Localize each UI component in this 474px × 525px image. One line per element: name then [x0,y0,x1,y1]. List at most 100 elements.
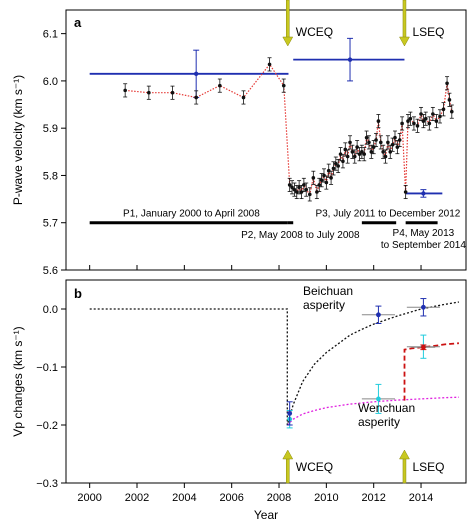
x-tick-label: 2006 [219,492,243,504]
velocity-point [294,190,299,194]
velocity-point [390,142,395,147]
y-tick-label-b: −0.1 [36,362,58,374]
event-label-b-1: LSEQ [412,460,444,474]
event-arrow-a-1-head [399,36,410,47]
x-tick-label: 2014 [409,492,433,504]
velocity-point [311,176,316,180]
velocity-point [408,116,413,121]
y-tick-label-b: −0.3 [36,478,58,490]
velocity-point [147,90,151,95]
velocity-point [434,119,439,123]
x-axis-label: Year [254,508,278,522]
velocity-point [315,190,319,194]
velocity-point [304,187,309,192]
event-arrow-b-1-shaft [402,457,407,484]
velocity-point [378,140,383,145]
velocity-point [299,190,304,194]
period-label-p4: P4, May 2013 to September 2014 [381,228,466,251]
velocity-point [329,176,333,180]
velocity-point [400,121,404,126]
velocity-point [267,62,272,67]
velocity-point [287,183,292,187]
velocity-point [334,161,338,166]
velocity-point [386,140,390,145]
velocity-point [322,173,326,178]
velocity-point [352,154,357,159]
lseq-recovery-curve [403,342,459,401]
velocity-point [241,95,246,100]
velocity-point [393,135,397,140]
velocity-point [326,168,331,173]
velocity-point [441,107,446,112]
velocity-point [383,154,388,159]
panel-label-b: b [74,286,82,301]
y-tick-label-a: 5.8 [43,170,58,182]
period-mean-point [421,191,426,196]
velocity-point [415,124,420,128]
lseq-point [420,344,426,350]
velocity-point [421,119,426,123]
velocity-point [360,150,364,154]
velocity-point [348,140,352,145]
velocity-point [423,116,428,121]
velocity-point [403,190,408,194]
event-label-a-0: WCEQ [296,25,333,39]
velocity-point [319,178,324,182]
y-tick-label-a: 5.6 [43,265,58,277]
velocity-point [336,164,340,168]
velocity-point [371,145,376,149]
x-tick-label: 2004 [172,492,196,504]
velocity-point [431,112,435,116]
panel-label-a: a [74,15,82,30]
velocity-point [381,150,385,154]
velocity-point [367,140,371,145]
velocity-point [345,154,350,159]
velocity-point [281,83,286,88]
velocity-point [412,121,416,126]
x-tick-label: 2002 [125,492,149,504]
event-label-b-0: WCEQ [296,460,333,474]
velocity-point [357,152,362,156]
velocity-point [369,150,374,154]
event-arrow-b-1-head [399,449,410,460]
velocity-point [388,150,393,154]
velocity-point [362,152,367,156]
beichuan-point [287,411,293,416]
x-tick-label: 2010 [314,492,338,504]
x-tick-label: 2012 [361,492,385,504]
velocity-point [376,119,381,123]
velocity-point [338,152,343,156]
velocity-point [419,112,423,116]
velocity-point [341,159,345,164]
velocity-point [307,192,312,197]
y-tick-label-a: 5.7 [43,218,58,230]
velocity-point [406,119,410,123]
beichuan-label-line: Beichuan [303,284,353,298]
event-arrow-a-1-shaft [402,0,407,39]
event-arrow-b-0-head [282,449,294,460]
velocity-point [123,88,127,93]
y-axis-label-b: Vp changes (km s⁻¹) [11,326,25,436]
velocity-point [397,138,402,142]
velocity-point [290,185,294,190]
velocity-point [445,81,449,86]
wenchuan-point [376,396,381,402]
velocity-point [297,185,301,190]
event-arrow-b-0-shaft [286,457,290,484]
beichuan-point [376,312,381,318]
velocity-series-line [125,63,453,196]
y-tick-label-a: 6.0 [43,76,58,88]
period-label-p3: P3, July 2011 to December 2012 [315,209,460,220]
beichuan-label-line: asperity [303,298,345,312]
velocity-point [355,145,359,149]
period-label-p4-line1: P4, May 2013 [393,228,455,239]
period-label-p2: P2, May 2008 to July 2008 [241,230,360,241]
velocity-point [317,183,322,187]
period-label-p1: P1, January 2000 to April 2008 [123,209,260,220]
velocity-point [194,95,198,100]
wenchuan-label-line: asperity [358,415,400,429]
event-label-a-1: LSEQ [412,25,444,39]
wenchuan-label-line: Wenchuan [358,401,415,415]
wenchuan-label: Wenchuan asperity [358,401,415,429]
